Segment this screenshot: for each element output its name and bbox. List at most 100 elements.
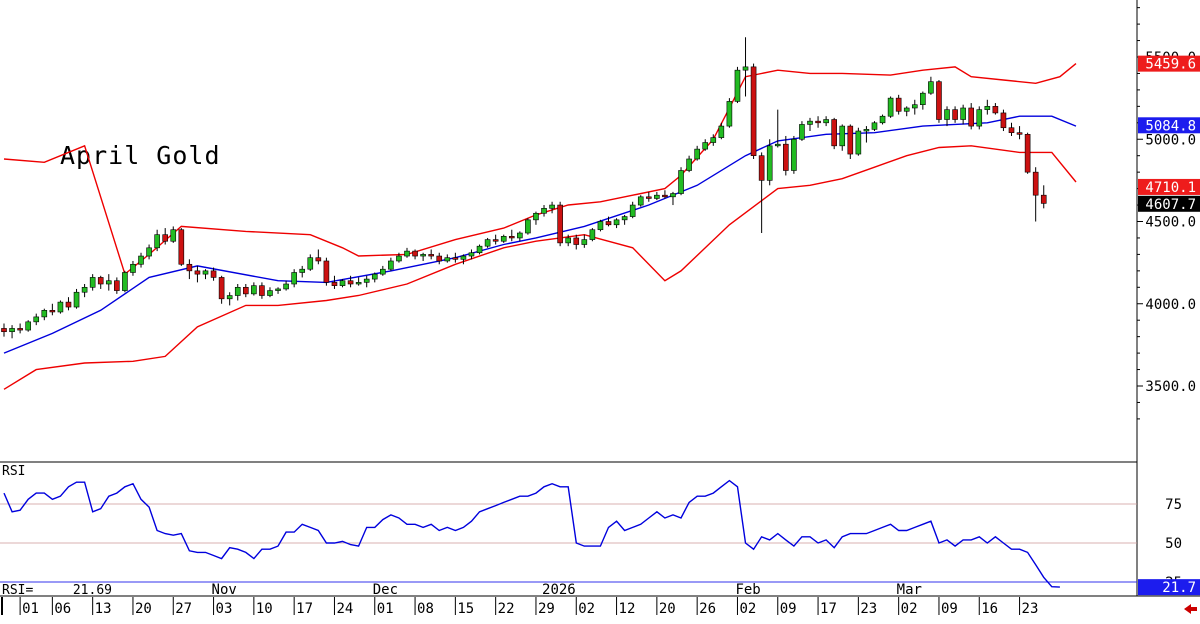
candle (541, 205, 547, 217)
price-tick-label: 4000.0 (1145, 297, 1196, 313)
time-tick-label: 01 (377, 601, 394, 617)
scroll-left-arrow-icon[interactable] (1184, 604, 1197, 614)
candle-body (1040, 194, 1047, 204)
candle-body (420, 254, 426, 257)
time-tick-label: 08 (417, 601, 434, 617)
candle-body (678, 170, 684, 194)
time-tick-label: 06 (54, 601, 71, 617)
price-label-middle: 5084.8 (1138, 117, 1200, 134)
price-label-bg (1138, 55, 1200, 72)
price-label-upper: 5459.6 (1138, 55, 1200, 73)
candle-body (847, 125, 854, 155)
candle-body (645, 196, 652, 199)
candle-body (774, 143, 781, 147)
candle (992, 103, 999, 115)
candle (468, 249, 475, 260)
candle (65, 297, 72, 311)
candle (508, 229, 515, 242)
candle-body (863, 129, 870, 132)
candle (81, 284, 88, 298)
candle (774, 109, 781, 148)
candle-body (525, 219, 531, 234)
candle-body (887, 97, 894, 117)
candle (823, 116, 829, 127)
time-tick-label: 09 (941, 601, 958, 617)
candle-body (629, 204, 636, 217)
candle-body (903, 107, 910, 112)
candle (976, 106, 983, 130)
time-tick-label: 22 (498, 601, 515, 617)
candle (1000, 109, 1007, 132)
candle (1024, 132, 1031, 174)
candle-body (130, 263, 136, 273)
candle-body (436, 255, 443, 262)
candle-body (871, 122, 878, 130)
time-tick-label: 02 (739, 601, 756, 617)
candle (89, 274, 96, 291)
candle (339, 279, 346, 288)
time-tick-label: 17 (296, 601, 313, 617)
time-tick-label: 15 (457, 601, 474, 617)
price-tick-label: 4500.0 (1145, 215, 1196, 231)
candle (347, 275, 354, 288)
candle-body (911, 104, 918, 109)
time-tick-label: 17 (820, 601, 837, 617)
candle-body (460, 255, 467, 260)
candle (903, 106, 910, 117)
candle (460, 254, 467, 265)
time-tick-label: 24 (336, 601, 353, 617)
candle-body (758, 155, 765, 181)
price-label-text: 5084.8 (1145, 118, 1196, 134)
candle-body (468, 252, 475, 257)
rsi-tick-label: 50 (1165, 536, 1182, 552)
candle (847, 124, 854, 159)
candle (9, 325, 15, 339)
candle-body (928, 81, 934, 94)
candle-body (122, 272, 128, 291)
candle-body (251, 285, 257, 295)
candle (831, 117, 837, 150)
candle (315, 249, 322, 265)
candle-body (686, 158, 692, 171)
candle (637, 195, 644, 207)
candle (331, 275, 338, 289)
candle (267, 287, 273, 298)
candle-body (492, 239, 499, 242)
candle-body (855, 130, 862, 155)
candle-body (541, 208, 547, 214)
candlesticks (1, 37, 1047, 339)
candle-body (291, 272, 297, 285)
candle-body (267, 290, 273, 296)
rsi-line: 21.7 (3, 479, 1200, 596)
candle-body (1016, 132, 1023, 135)
candle (484, 237, 491, 248)
candle (412, 249, 418, 260)
candle (645, 191, 652, 202)
candle (605, 216, 612, 227)
candle-body (960, 107, 966, 120)
candle-body (97, 277, 104, 285)
candle (791, 135, 797, 174)
candle (444, 254, 451, 263)
price-label-bg (1138, 178, 1200, 195)
candle-body (396, 255, 402, 262)
candle-body (315, 257, 322, 262)
candle-body (895, 97, 902, 112)
candle (291, 269, 297, 288)
candle (202, 269, 209, 280)
time-month-label: Dec (373, 582, 398, 598)
time-tick-label: 23 (860, 601, 877, 617)
candle (928, 76, 934, 95)
candle (138, 252, 144, 268)
candle-body (1032, 171, 1039, 196)
candle-body (597, 221, 604, 231)
candle-body (799, 124, 805, 140)
candle-body (839, 125, 846, 147)
candle (452, 252, 459, 263)
candle (97, 275, 104, 289)
candle (710, 134, 717, 146)
candle-body (170, 229, 177, 242)
candle-body (428, 254, 434, 257)
candle-body (259, 285, 265, 296)
rsi-last-label: 21.7 (1138, 579, 1200, 596)
